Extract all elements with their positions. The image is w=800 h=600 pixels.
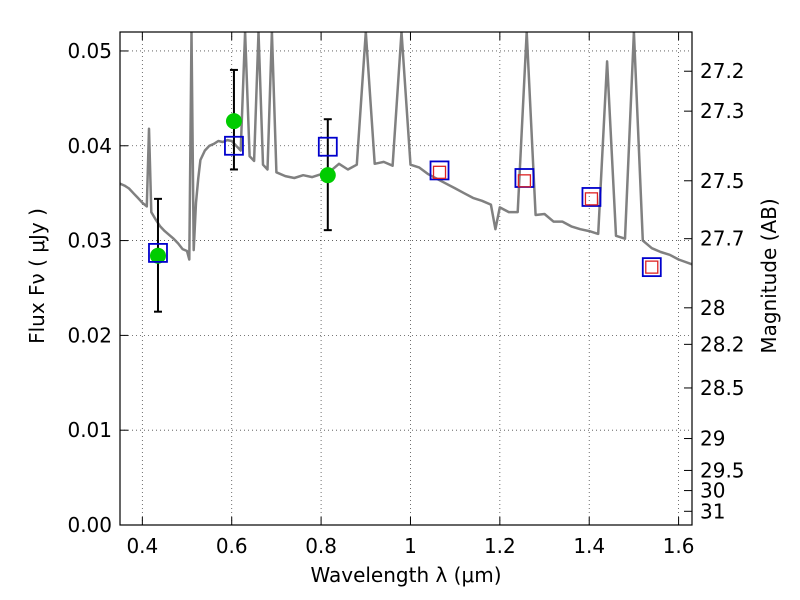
observed-flux-point-1: [225, 113, 242, 130]
predicted-flux-square-2: [584, 192, 599, 206]
right-tick-label: 28: [700, 296, 725, 320]
model-spectrum-line: [120, 32, 692, 266]
y-axis-label: Flux Fν ( μJy ): [25, 208, 49, 344]
right-tick-label: 28.2: [700, 332, 745, 356]
x-tick-label: 1: [404, 534, 417, 558]
model-flux-square-3: [429, 160, 450, 181]
observed-flux-point-2: [319, 167, 336, 184]
right-tick-label: 27.3: [700, 99, 745, 123]
predicted-flux-square-1: [517, 174, 532, 188]
x-tick-label: 1.4: [573, 534, 605, 558]
x-tick-label: 1.2: [484, 534, 516, 558]
model-flux-square-5: [581, 187, 602, 207]
model-flux-square-0: [148, 243, 168, 263]
model-flux-square-6: [641, 257, 662, 278]
right-tick-label: 27.7: [700, 227, 745, 251]
y-tick-label: 0.02: [67, 323, 112, 347]
right-tick-label: 30: [700, 479, 725, 503]
model-flux-square-2: [317, 136, 338, 157]
right-tick-label: 27.5: [700, 169, 745, 193]
y-tick-label: 0.01: [67, 418, 112, 442]
x-axis-label: Wavelength λ (μm): [310, 563, 501, 587]
right-tick-label: 28.5: [700, 376, 745, 400]
right-tick-label: 31: [700, 499, 725, 523]
right-tick-label: 29.5: [700, 458, 745, 482]
model-flux-square-1: [224, 135, 244, 156]
x-tick-label: 0.8: [305, 534, 337, 558]
y-tick-label: 0.04: [67, 134, 112, 158]
y-tick-label: 0.03: [67, 229, 112, 253]
right-tick-label: 29: [700, 427, 725, 451]
plot-area: [120, 32, 692, 313]
predicted-flux-square-3: [645, 260, 659, 274]
x-tick-label: 0.6: [216, 534, 248, 558]
y-tick-label: 0.00: [67, 513, 112, 537]
x-tick-label: 0.4: [126, 534, 158, 558]
right-tick-label: 27.2: [700, 59, 745, 83]
y-tick-label: 0.05: [67, 39, 112, 63]
predicted-flux-square-0: [432, 165, 447, 179]
x-tick-label: 1.6: [663, 534, 695, 558]
observed-flux-point-0: [149, 247, 166, 264]
x-axis: 0.4 0.6 0.8 1 1.2 1.4 1.6: [126, 32, 695, 558]
plot-frame: [119, 31, 693, 526]
y-axis: 0.00 0.01 0.02 0.03 0.04 0.05: [67, 39, 128, 537]
right-axis-label: Magnitude (AB): [757, 198, 781, 353]
